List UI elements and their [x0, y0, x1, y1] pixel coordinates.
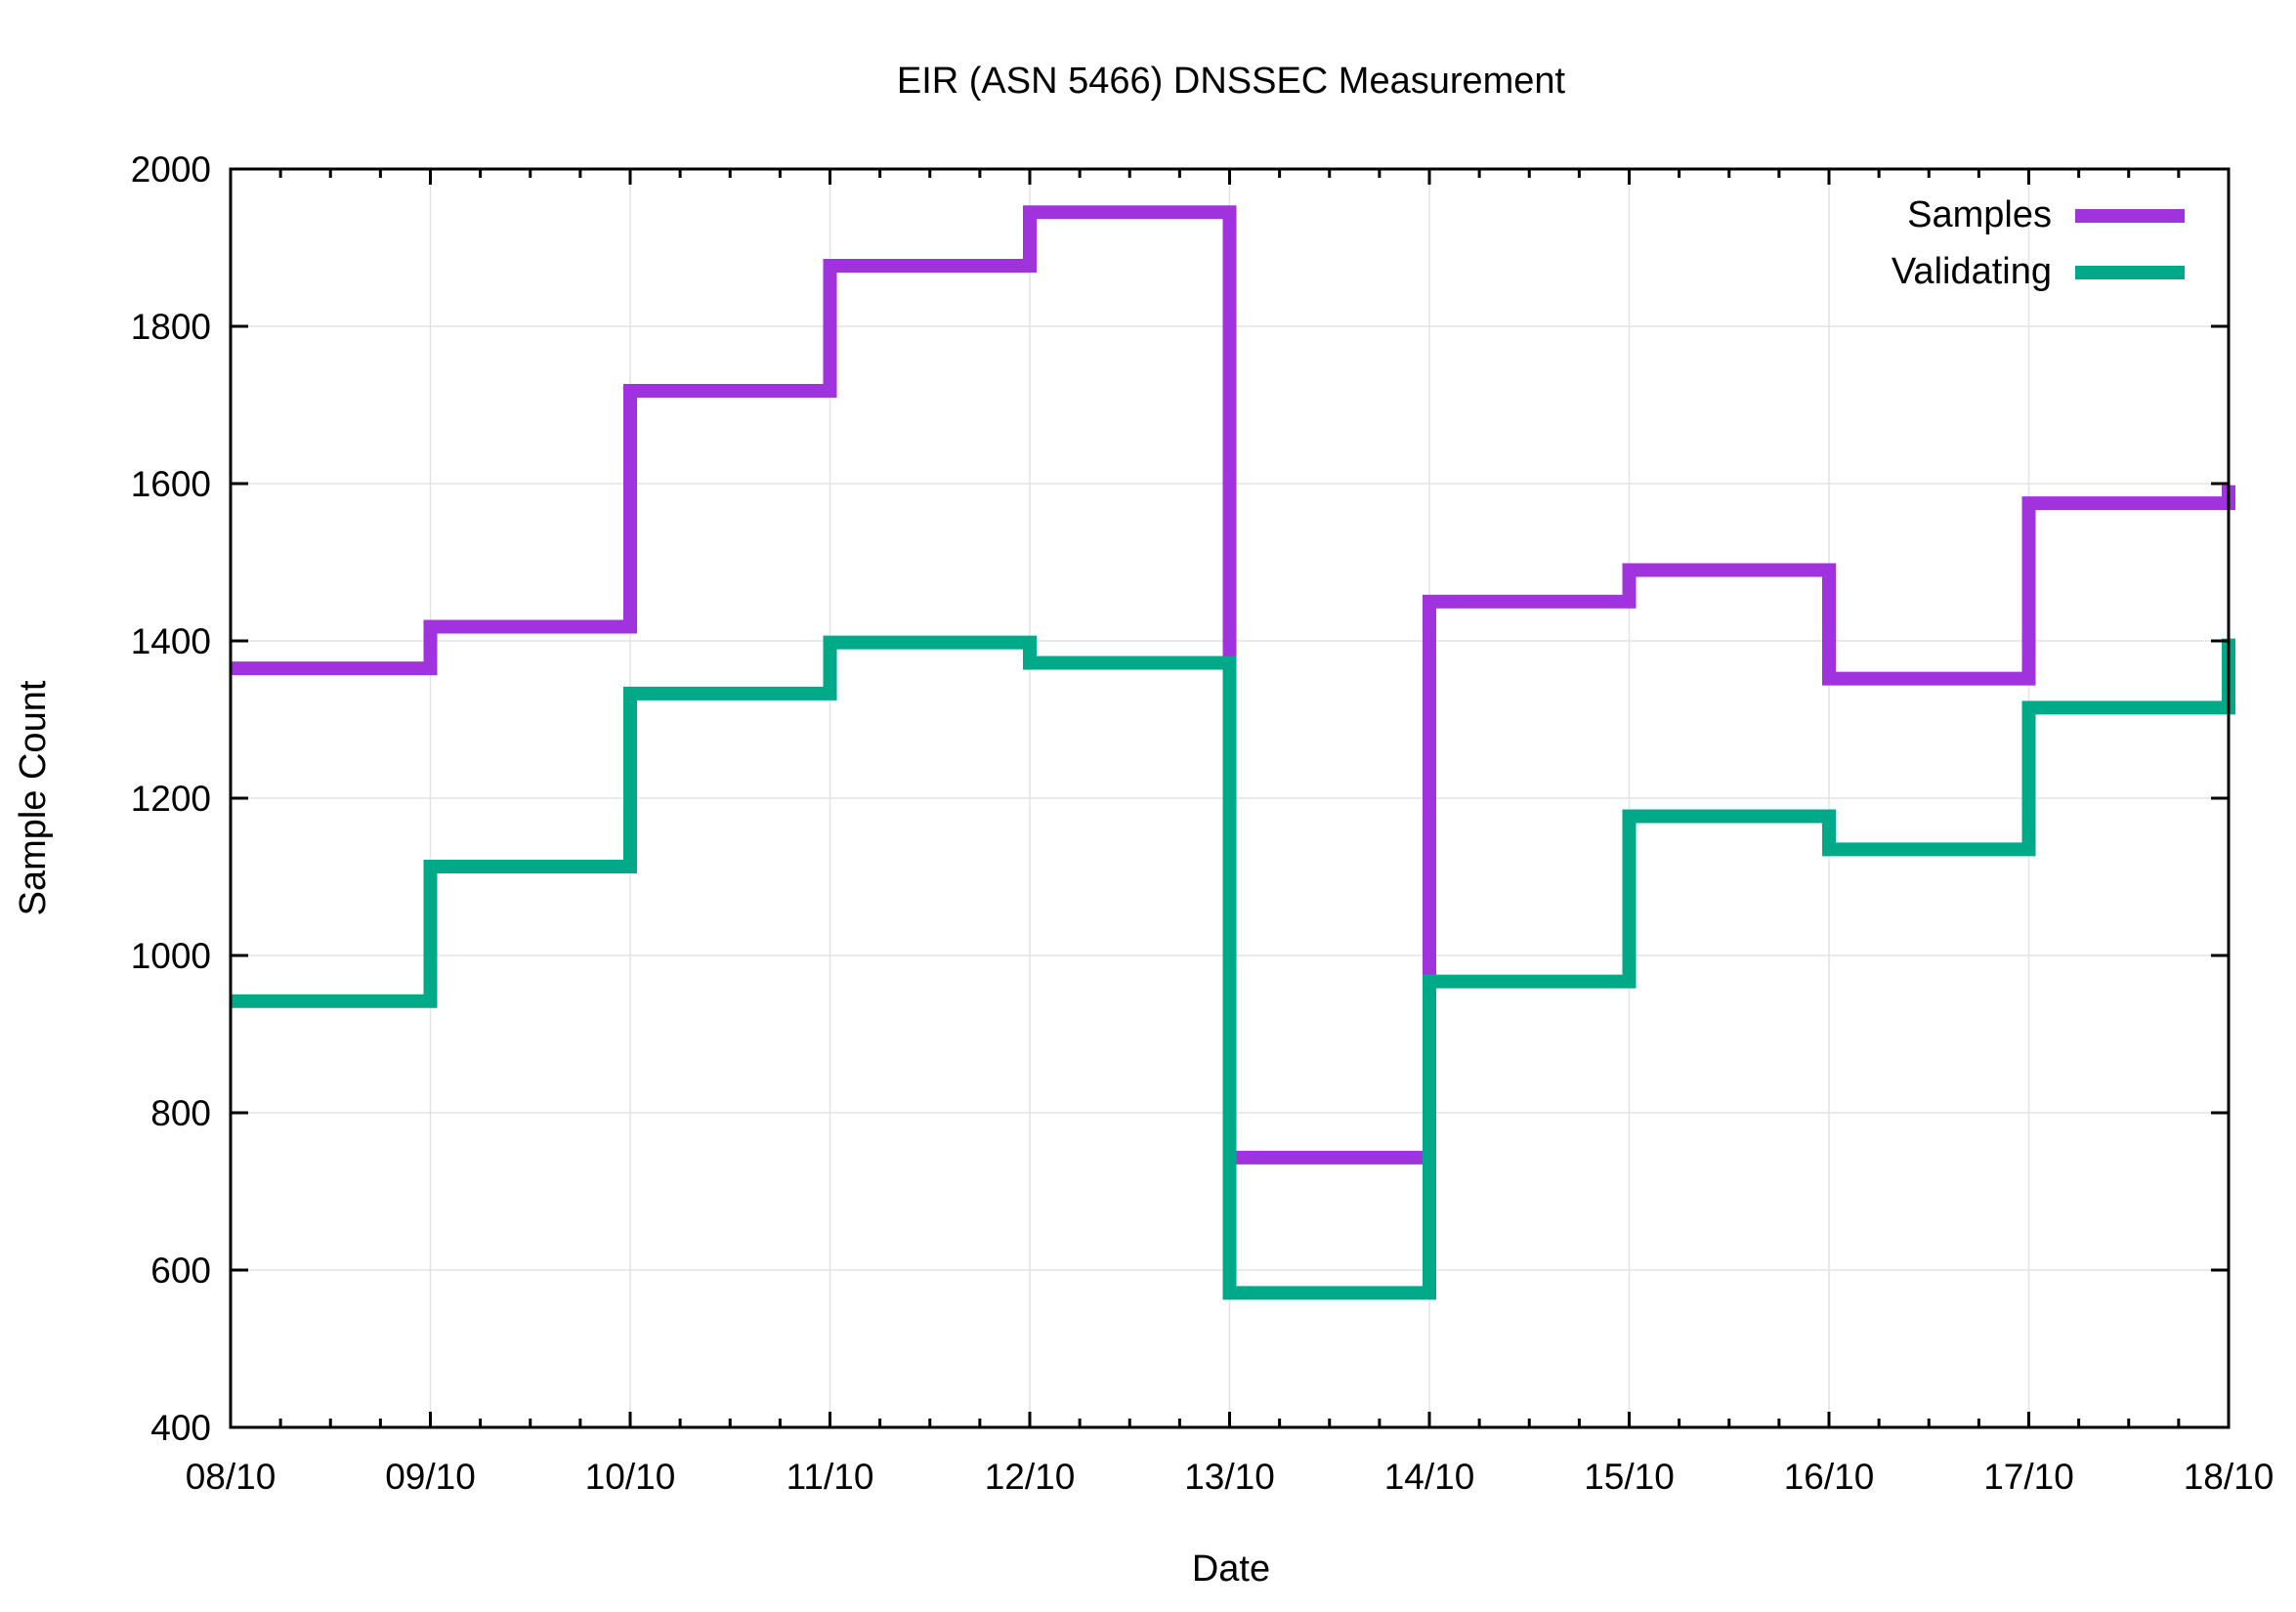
y-axis-label: Sample Count — [13, 680, 54, 915]
y-tick-label: 1800 — [131, 307, 211, 347]
y-tick-label: 600 — [150, 1251, 211, 1291]
series-layer — [231, 205, 2235, 1300]
x-tick-label: 12/10 — [985, 1457, 1076, 1497]
x-tick-label: 11/10 — [787, 1457, 874, 1497]
y-tick-label: 1000 — [131, 936, 211, 976]
x-tick-label: 18/10 — [2184, 1457, 2275, 1497]
axis-ticks — [229, 167, 2231, 1429]
y-tick-label: 400 — [150, 1408, 211, 1448]
x-tick-label: 09/10 — [385, 1457, 476, 1497]
legend-label-validating: Validating — [1892, 251, 2052, 292]
x-tick-label: 15/10 — [1584, 1457, 1675, 1497]
x-tick-label: 13/10 — [1184, 1457, 1275, 1497]
x-tick-labels: 08/10 09/10 10/10 11/10 12/10 13/10 14/10 15/10… — [186, 1457, 2275, 1497]
x-tick-label: 17/10 — [1983, 1457, 2074, 1497]
x-tick-label: 14/10 — [1384, 1457, 1475, 1497]
legend: Samples Validating — [1892, 194, 2185, 292]
y-tick-label: 800 — [150, 1093, 211, 1133]
y-tick-labels: 400 600 800 1000 1200 1400 1600 1800 2000 — [131, 149, 211, 1448]
x-tick-label: 10/10 — [585, 1457, 676, 1497]
x-tick-label: 16/10 — [1784, 1457, 1875, 1497]
chart-title: EIR (ASN 5466) DNSSEC Measurement — [897, 61, 1566, 102]
x-axis-label: Date — [1192, 1548, 1270, 1590]
y-tick-label: 2000 — [131, 149, 211, 190]
y-tick-label: 1600 — [131, 464, 211, 504]
y-tick-label: 1400 — [131, 621, 211, 661]
y-tick-label: 1200 — [131, 779, 211, 819]
legend-label-samples: Samples — [1907, 194, 2052, 235]
x-tick-label: 08/10 — [186, 1457, 276, 1497]
series-line-validating — [231, 635, 2235, 1300]
